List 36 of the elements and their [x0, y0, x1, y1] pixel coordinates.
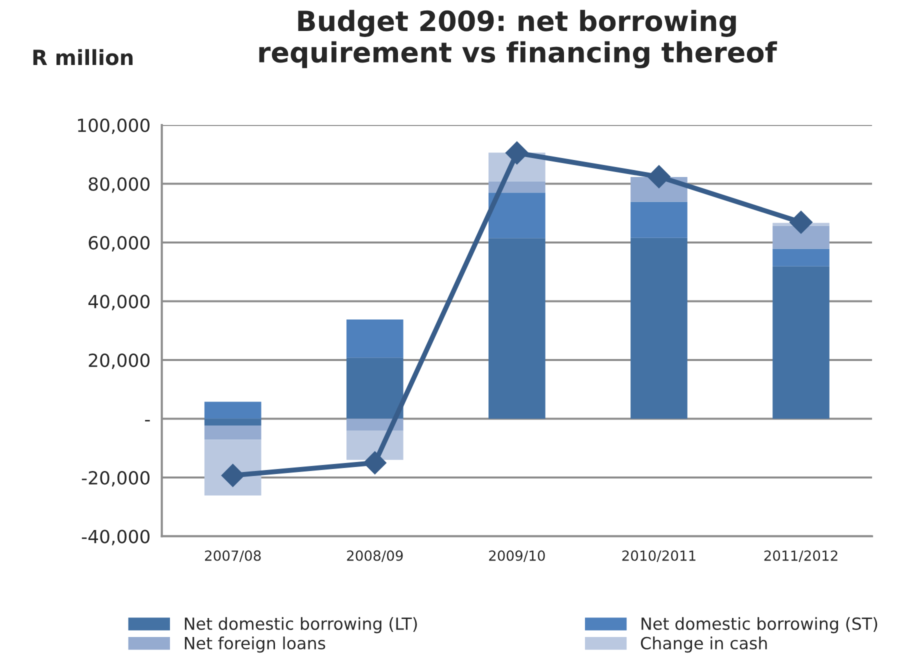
x-tick-label: 2008/09: [347, 550, 403, 562]
bar: [630, 238, 688, 419]
legend-label: Change in cash: [640, 636, 767, 653]
y-tick-label: 20,000: [88, 353, 150, 369]
bar: [488, 181, 546, 193]
bar: [772, 248, 830, 266]
bar: [772, 266, 830, 419]
point: [647, 165, 670, 188]
y-tick-label: -40,000: [82, 530, 150, 546]
x-tick-label: 2011/2012: [764, 550, 838, 562]
y-tick-label: 80,000: [88, 177, 150, 193]
y-tick-label: -20,000: [82, 470, 150, 486]
bar: [346, 319, 404, 358]
bar: [772, 226, 830, 249]
x-tick-label: 2009/10: [489, 550, 545, 562]
bar: [346, 358, 404, 419]
point: [505, 141, 528, 164]
y-tick-label: 40,000: [88, 294, 150, 310]
y-tick-label: 100,000: [78, 118, 150, 134]
y-tick-label: -: [145, 420, 150, 422]
x-tick-label: 2010/2011: [622, 550, 696, 562]
bar: [630, 202, 688, 238]
y-tick-label: 60,000: [88, 236, 150, 252]
bar: [488, 192, 546, 238]
bar: [488, 238, 546, 419]
x-tick-label: 2007/08: [205, 550, 261, 562]
legend-label: Net domestic borrowing (ST): [642, 617, 878, 634]
y-axis-title: R million: [33, 49, 133, 66]
legend-label: Net foreign loans: [184, 636, 326, 653]
bar: [204, 402, 262, 419]
bar: [204, 426, 262, 440]
point: [363, 451, 386, 474]
legend-label: Net domestic borrowing (LT): [184, 617, 417, 634]
point: [790, 210, 813, 234]
chart-title: Budget 2009: net borrowing requirement vs financing thereof: [259, 10, 778, 68]
bar: [204, 418, 262, 426]
